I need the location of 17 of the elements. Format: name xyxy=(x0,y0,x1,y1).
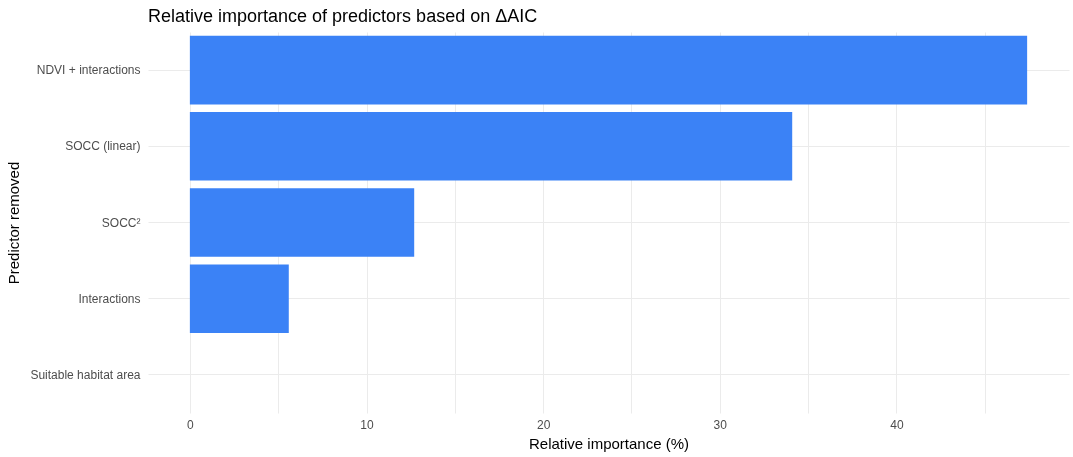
y-tick-label: NDVI + interactions xyxy=(36,63,141,78)
x-tick-label: 10 xyxy=(360,417,374,432)
bar xyxy=(189,35,1028,105)
chart-title: Relative importance of predictors based on ΔAIC xyxy=(148,6,538,26)
x-tick-label: 0 xyxy=(187,417,195,432)
bar xyxy=(189,264,289,333)
y-tick-label: Interactions xyxy=(78,291,141,306)
x-tick-label: 40 xyxy=(890,417,904,432)
y-tick-label: SOCC (linear) xyxy=(65,139,141,154)
y-axis-title: Predictor removed xyxy=(5,161,23,285)
y-tick-label: Suitable habitat area xyxy=(30,367,141,382)
bar xyxy=(189,112,793,181)
x-axis-title: Relative importance (%) xyxy=(528,434,690,452)
bar xyxy=(189,188,415,257)
x-tick-label: 30 xyxy=(713,417,728,432)
y-tick-label: SOCC² xyxy=(101,215,141,230)
x-tick-label: 20 xyxy=(536,417,551,432)
